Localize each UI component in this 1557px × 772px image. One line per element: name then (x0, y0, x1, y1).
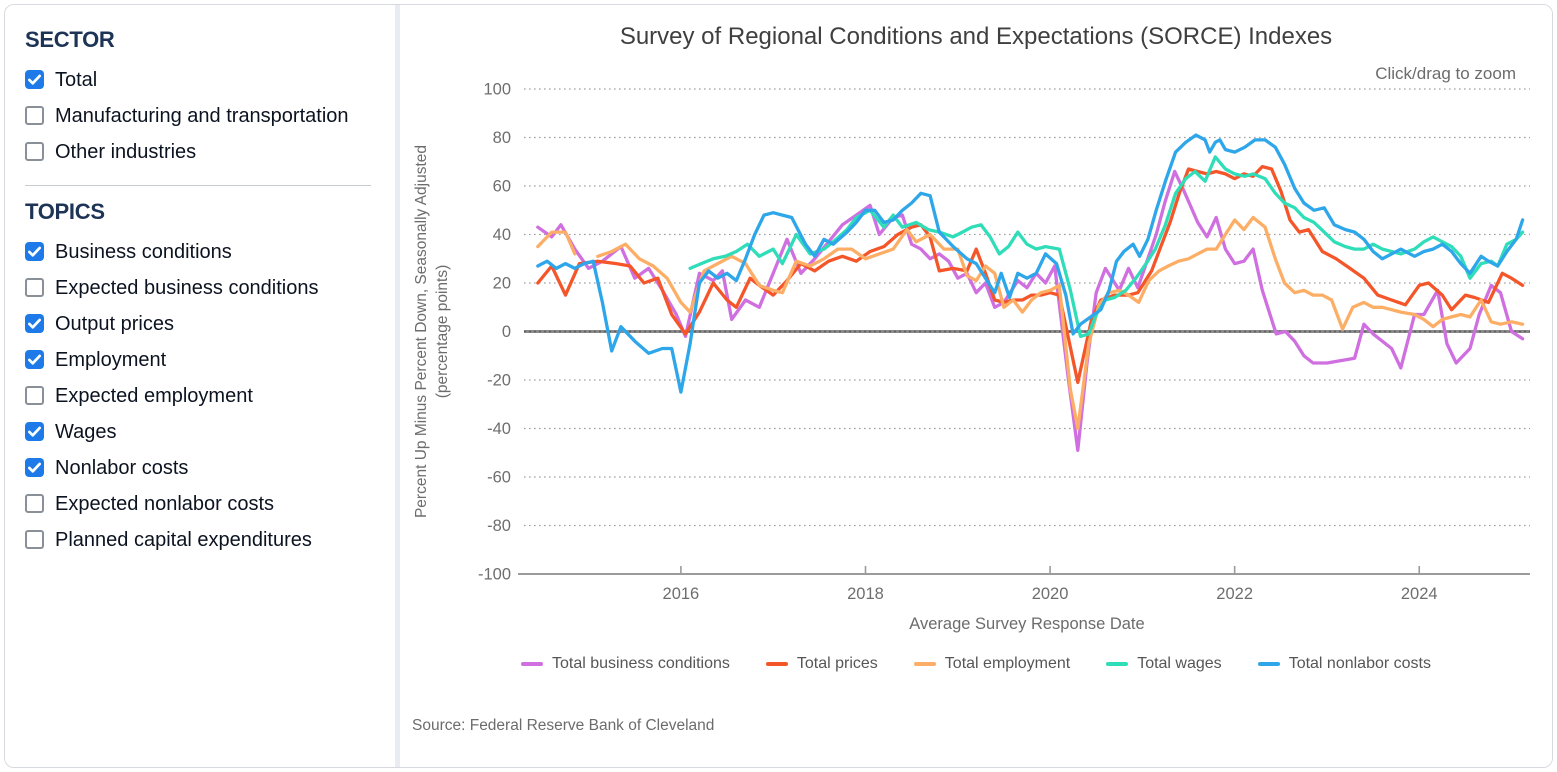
checkmark-icon (28, 462, 41, 473)
legend-item-total-nonlabor-costs[interactable]: Total nonlabor costs (1257, 655, 1431, 673)
x-tick-label-2024: 2024 (1401, 585, 1438, 603)
checkbox-unchecked-expected-employment[interactable] (25, 386, 44, 405)
checkbox-checked-output-prices[interactable] (25, 314, 44, 333)
sidebar-divider (25, 185, 371, 186)
legend-swatch-total-prices (765, 662, 788, 666)
legend-swatch-total-wages (1106, 662, 1129, 666)
checkbox-unchecked-planned-capital-expenditures[interactable] (25, 530, 44, 549)
filter-item-expected-nonlabor-costs[interactable]: Expected nonlabor costs (25, 486, 349, 522)
legend-item-total-employment[interactable]: Total employment (913, 655, 1071, 673)
chart-plot-area[interactable]: 100 80 60 40 20 0 -20 -40 -60 -80 -100 2016 2018 2020… (400, 75, 1553, 641)
legend-label: Total wages (1137, 655, 1222, 672)
filter-item-output-prices[interactable]: Output prices (25, 306, 349, 342)
x-tick-label-2020: 2020 (1032, 585, 1069, 603)
y-tick-label-80: 80 (493, 129, 511, 147)
y-axis-title-line1: Percent Up Minus Percent Down, Seasonall… (413, 145, 430, 518)
filter-item-total[interactable]: Total (25, 62, 349, 98)
series-line-total-business-conditions (536, 169, 1525, 452)
filter-item-label: Planned capital expenditures (55, 529, 312, 551)
checkmark-icon (28, 318, 41, 329)
y-tick-label--20: -20 (487, 372, 511, 390)
legend-label: Total business conditions (551, 655, 730, 672)
sidebar-section-title-topics: TOPICS (25, 199, 105, 224)
filter-item-business-conditions[interactable]: Business conditions (25, 234, 349, 270)
filter-item-label: Expected business conditions (55, 277, 319, 299)
legend-label: Total nonlabor costs (1288, 655, 1431, 672)
series-line-total-nonlabor-costs (536, 133, 1525, 394)
x-tick-label-2018: 2018 (847, 585, 884, 603)
filter-item-expected-business-conditions[interactable]: Expected business conditions (25, 270, 349, 306)
filter-item-planned-capital-expenditures[interactable]: Planned capital expenditures (25, 522, 349, 558)
y-tick-label-40: 40 (493, 226, 511, 244)
app-card: SECTOR Total Manufacturing and transportat… (4, 4, 1553, 768)
filter-item-label: Nonlabor costs (55, 457, 189, 479)
y-tick-label-20: 20 (493, 275, 511, 293)
y-tick-label-100: 100 (483, 81, 511, 99)
checkmark-icon (28, 246, 41, 257)
checkbox-checked-nonlabor-costs[interactable] (25, 458, 44, 477)
filter-item-wages[interactable]: Wages (25, 414, 349, 450)
series-line-total-wages (688, 155, 1525, 339)
filter-item-expected-employment[interactable]: Expected employment (25, 378, 349, 414)
filter-item-label: Output prices (55, 313, 174, 335)
legend-label: Total prices (796, 655, 878, 672)
legend-label: Total employment (944, 655, 1071, 672)
filter-item-manufacturing-and-transportation[interactable]: Manufacturing and transportation (25, 98, 349, 134)
filter-item-label: Business conditions (55, 241, 232, 263)
checkbox-unchecked-other-industries[interactable] (25, 142, 44, 161)
legend-item-total-business-conditions[interactable]: Total business conditions (520, 655, 730, 673)
legend-swatch-total-employment (913, 662, 936, 666)
y-tick-label--40: -40 (487, 420, 511, 438)
zoom-hint: Click/drag to zoom (1375, 64, 1516, 83)
checkbox-unchecked-manufacturing-and-transportation[interactable] (25, 106, 44, 125)
chart-title: Survey of Regional Conditions and Expect… (619, 23, 1333, 50)
y-tick-label-60: 60 (493, 178, 511, 196)
legend-item-total-prices[interactable]: Total prices (765, 655, 878, 673)
x-axis-title: Average Survey Response Date (909, 615, 1144, 633)
x-tick-label-2016: 2016 (663, 585, 700, 603)
filter-item-label: Employment (55, 349, 167, 371)
filter-item-employment[interactable]: Employment (25, 342, 349, 378)
legend-swatch-total-business-conditions (520, 662, 543, 666)
filter-sidebar: SECTOR Total Manufacturing and transportat… (5, 5, 400, 767)
y-tick-label-0: 0 (502, 323, 511, 341)
checkbox-checked-business-conditions[interactable] (25, 242, 44, 261)
legend-swatch-total-nonlabor-costs (1257, 662, 1280, 666)
filter-item-label: Wages (55, 421, 117, 443)
sidebar-section-title-sector: SECTOR (25, 27, 115, 52)
filter-item-label: Other industries (55, 141, 197, 163)
filter-item-nonlabor-costs[interactable]: Nonlabor costs (25, 450, 349, 486)
checkbox-unchecked-expected-nonlabor-costs[interactable] (25, 494, 44, 513)
checkmark-icon (28, 74, 41, 85)
filter-item-other-industries[interactable]: Other industries (25, 134, 349, 170)
checkmark-icon (28, 426, 41, 437)
filter-item-label: Expected employment (55, 385, 253, 407)
checkbox-checked-employment[interactable] (25, 350, 44, 369)
series-line-total-prices (536, 164, 1525, 385)
checkbox-checked-total[interactable] (25, 70, 44, 89)
chart-panel: Survey of Regional Conditions and Expect… (400, 5, 1552, 767)
checkbox-checked-wages[interactable] (25, 422, 44, 441)
y-tick-label--60: -60 (487, 469, 511, 487)
y-tick-label--100: -100 (478, 566, 511, 584)
checkmark-icon (28, 354, 41, 365)
checkbox-unchecked-expected-business-conditions[interactable] (25, 278, 44, 297)
filter-item-label: Expected nonlabor costs (55, 493, 275, 515)
legend-item-total-wages[interactable]: Total wages (1106, 655, 1222, 673)
x-tick-label-2022: 2022 (1216, 585, 1253, 603)
filter-item-label: Manufacturing and transportation (55, 105, 349, 127)
chart-legend: Total business conditions Total prices Tot… (400, 655, 1552, 673)
source-note: Source: Federal Reserve Bank of Clevelan… (412, 717, 715, 734)
y-axis-title-line2: (percentage points) (434, 265, 451, 399)
filter-item-label: Total (55, 69, 98, 91)
y-tick-label--80: -80 (487, 517, 511, 535)
series-line-total-employment (536, 215, 1525, 431)
